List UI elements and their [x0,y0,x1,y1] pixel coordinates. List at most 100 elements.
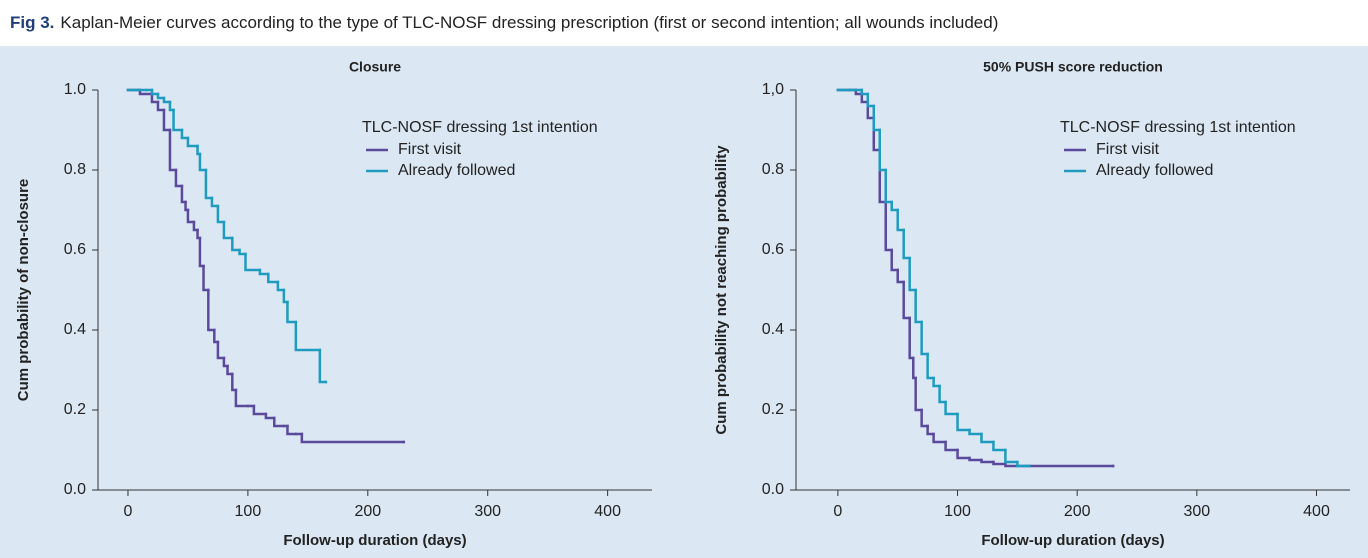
km-step [216,204,226,224]
y-tick-label: 0.2 [762,401,784,418]
km-step [294,320,322,352]
km-step [956,412,971,432]
km-step [908,316,915,360]
legend-label: First visit [1096,141,1160,158]
km-step [267,272,280,284]
km-step [207,288,216,332]
km-step [244,252,262,272]
x-tick-label: 0 [124,503,133,520]
km-step [944,400,959,416]
km-step [213,328,220,344]
x-tick-label: 100 [944,503,971,520]
km-step [231,236,241,252]
km-step [238,248,247,256]
km-step [168,128,178,172]
km-step [202,264,210,292]
km-step [231,372,238,392]
y-tick-label: 0.0 [64,481,86,498]
km-step [878,128,887,172]
km-step [884,200,893,252]
km-step [980,458,995,464]
y-tick-label: 0.4 [762,321,784,338]
x-tick-label: 200 [1064,503,1091,520]
x-tick-label: 0 [833,503,842,520]
y-tick-label: 0.6 [762,241,784,258]
km-step [138,88,154,96]
km-step [908,256,917,292]
y-tick-label: 0.4 [64,321,86,338]
km-step [198,152,208,172]
km-step [860,92,870,104]
km-step [1016,460,1031,468]
km-step [252,404,268,416]
y-tick-label: 0.2 [64,401,86,418]
km-step [1004,462,1115,468]
km-step [1004,448,1019,464]
km-step [264,412,276,420]
km-step [150,88,160,96]
y-tick-label: 1,0 [762,81,784,98]
km-step [920,408,929,428]
km-step [180,184,187,204]
km-step [932,432,947,444]
y-axis-label: Cum probability not reaching probability [713,145,730,435]
x-axis-label: Follow-up duration (days) [981,532,1164,549]
km-step [222,220,234,240]
caption-label: Fig 3. [10,13,54,32]
km-step [186,208,196,224]
km-step [926,424,935,436]
km-step [968,456,983,462]
km-step [896,208,905,232]
km-step [156,100,166,112]
km-step [938,384,947,404]
km-step [226,364,234,376]
km-step [914,376,923,412]
km-step [980,432,995,444]
x-tick-label: 100 [235,503,262,520]
y-tick-label: 0.8 [762,161,784,178]
km-step [866,92,876,108]
km-step [276,280,286,292]
km-step [860,88,870,96]
km-step [210,196,220,208]
y-tick-label: 0.8 [64,161,86,178]
km-step [216,340,226,360]
km-step [890,200,899,212]
x-tick-label: 300 [474,503,501,520]
caption-bar [0,0,1368,46]
km-step [198,236,205,268]
km-step [956,448,971,460]
km-step [968,428,983,436]
x-tick-label: 300 [1183,503,1210,520]
legend-label: Already followed [1096,162,1213,179]
y-tick-label: 1.0 [64,81,86,98]
km-step [944,440,959,452]
x-tick-label: 400 [594,503,621,520]
x-tick-label: 400 [1303,503,1330,520]
x-axis-label: Follow-up duration (days) [283,532,466,549]
km-step [318,348,328,384]
chart-title: 50% PUSH score reduction [983,59,1163,75]
x-tick-label: 200 [354,503,381,520]
km-step [174,168,184,188]
y-tick-label: 0.0 [762,481,784,498]
km-step [866,100,876,120]
km-step [286,424,298,436]
km-step [920,320,929,356]
legend-title: TLC-NOSF dressing 1st intention [1060,119,1296,136]
km-step [300,432,406,444]
km-step [162,96,172,104]
km-step [258,268,270,276]
km-step [162,108,172,132]
legend-label: Already followed [398,162,515,179]
km-step [992,460,1007,466]
y-tick-label: 0.6 [64,241,86,258]
km-step [926,352,935,380]
km-step [902,280,911,320]
legend-title: TLC-NOSF dressing 1st intention [362,119,598,136]
caption: Fig 3. Kaplan-Meier curves according to t… [10,13,998,32]
km-step [286,300,298,324]
km-step [896,268,905,284]
